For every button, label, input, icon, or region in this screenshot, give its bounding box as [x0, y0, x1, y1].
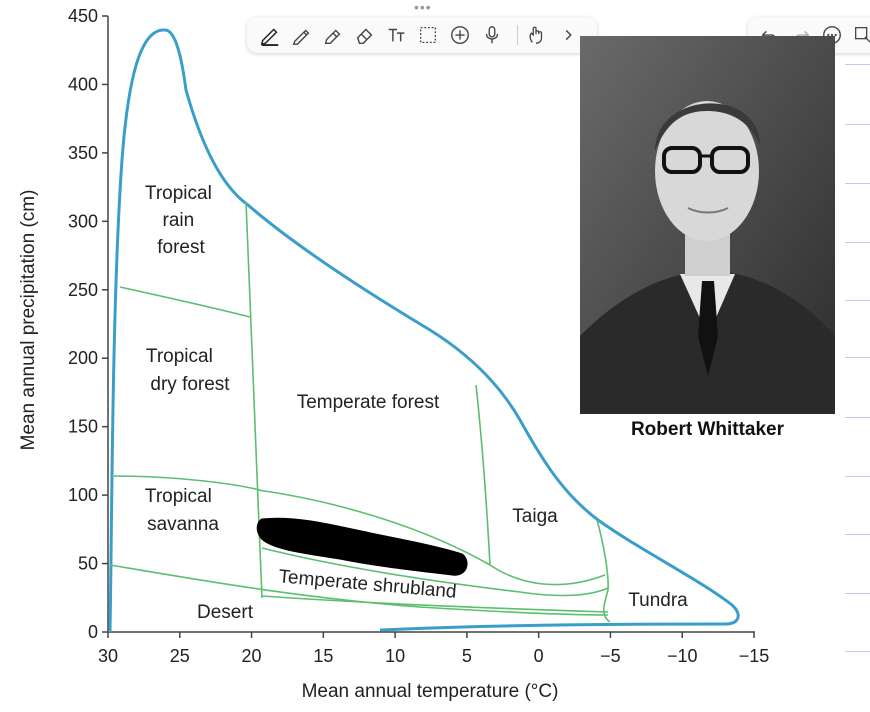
margin-line [845, 476, 870, 477]
redaction-scribble [256, 517, 468, 576]
boundary-dryforest-savanna [111, 475, 261, 491]
toolbar-grip-icon[interactable]: ••• [414, 0, 432, 15]
x-tick-label: 25 [170, 646, 190, 666]
y-tick-label: 250 [68, 280, 98, 300]
margin-line [845, 534, 870, 535]
biome-label-temperate-forest: Temperate forest [297, 392, 440, 413]
x-tick-label: 20 [242, 646, 262, 666]
y-tick-label: 400 [68, 74, 98, 94]
pencil-icon[interactable] [289, 21, 315, 49]
y-tick-label: 150 [68, 417, 98, 437]
highlighter-icon[interactable] [320, 21, 346, 49]
y-tick-label: 50 [78, 554, 98, 574]
boundary-savanna-desert [109, 564, 609, 616]
portrait-photo [580, 36, 835, 414]
boundary-grassland-upper [257, 489, 606, 586]
margin-line [845, 593, 870, 594]
y-tick-label: 350 [68, 143, 98, 163]
biome-label-tundra: Tundra [628, 590, 688, 611]
margin-line [845, 183, 870, 184]
margin-line [845, 242, 870, 243]
boundary-taiga-tundra [596, 519, 611, 623]
portrait-illustration [580, 36, 835, 414]
climate-envelope-outline [108, 28, 740, 633]
margin-line [845, 124, 870, 125]
touch-icon[interactable] [524, 21, 550, 49]
markup-toolbar [247, 17, 597, 53]
boundary-shrubland-desert [261, 595, 609, 613]
x-tick-label: 5 [462, 646, 472, 666]
text-icon[interactable] [384, 21, 410, 49]
x-tick-label: 0 [534, 646, 544, 666]
x-tick-label: −10 [667, 646, 698, 666]
y-ticks: 0 50 100 150 200 250 300 350 400 450 [68, 6, 108, 642]
x-axis-title: Mean annual temperature (°C) [302, 681, 559, 702]
photo-caption: Robert Whittaker [630, 419, 785, 440]
biome-label-dry-forest: Tropical dry forest [146, 346, 230, 395]
boundary-grassland-lower [261, 547, 609, 597]
margin-line [845, 64, 870, 65]
biome-label-desert: Desert [197, 602, 254, 623]
biome-label-rain-forest: Tropical rain forest [145, 183, 217, 258]
boundary-tropical-temperate [245, 201, 263, 599]
shapes-icon[interactable] [849, 21, 870, 49]
x-ticks: 30 25 20 15 10 5 0 −5 −10 −15 [98, 632, 769, 666]
margin-line [845, 300, 870, 301]
x-tick-label: −5 [600, 646, 621, 666]
add-icon[interactable] [447, 21, 473, 49]
microphone-icon[interactable] [479, 21, 505, 49]
eraser-icon[interactable] [352, 21, 378, 49]
toolbar-separator [516, 25, 518, 45]
boundary-rainforest-dryforest [119, 286, 251, 318]
lasso-select-icon[interactable] [416, 21, 442, 49]
y-axis-title: Mean annual precipitation (cm) [18, 190, 39, 451]
x-tick-label: 15 [313, 646, 333, 666]
y-tick-label: 200 [68, 348, 98, 368]
biome-label-savanna: Tropical savanna [145, 486, 219, 535]
margin-line [845, 417, 870, 418]
margin-line [845, 651, 870, 652]
more-chevron-icon[interactable] [555, 21, 581, 49]
boundary-temperate-taiga [475, 384, 491, 566]
y-tick-label: 0 [88, 622, 98, 642]
x-tick-label: 30 [98, 646, 118, 666]
y-tick-label: 100 [68, 485, 98, 505]
y-tick-label: 450 [68, 6, 98, 26]
pen-icon[interactable] [257, 21, 283, 49]
biome-label-taiga: Taiga [512, 506, 558, 527]
x-tick-label: −15 [739, 646, 770, 666]
margin-line [845, 357, 870, 358]
x-tick-label: 10 [385, 646, 405, 666]
y-tick-label: 300 [68, 211, 98, 231]
